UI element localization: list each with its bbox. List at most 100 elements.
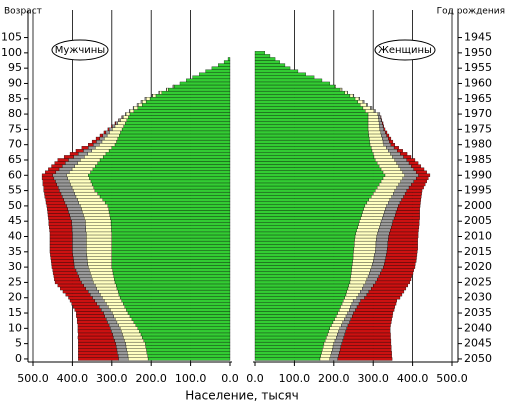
bar-segment bbox=[354, 244, 376, 247]
y-tick-label: 45 bbox=[8, 214, 22, 227]
bar-segment bbox=[116, 122, 118, 125]
bar-segment bbox=[326, 336, 336, 339]
y2-tick-label: 1970 bbox=[464, 107, 492, 120]
bar-segment bbox=[351, 275, 368, 278]
x-tick-label: 200.0 bbox=[318, 372, 350, 385]
bar-segment bbox=[68, 177, 90, 180]
bar-segment bbox=[167, 88, 169, 91]
bar-segment bbox=[382, 269, 414, 272]
bar-segment bbox=[129, 109, 130, 112]
bar-segment bbox=[378, 116, 380, 119]
bar-segment bbox=[123, 116, 128, 119]
bar-segment bbox=[362, 287, 371, 290]
x-tick-label: 300.0 bbox=[357, 372, 389, 385]
bar-segment bbox=[255, 333, 327, 336]
bar-segment bbox=[411, 183, 425, 186]
bar-segment bbox=[363, 106, 370, 109]
bar-segment bbox=[351, 318, 392, 321]
bar-segment bbox=[49, 226, 72, 229]
bar-segment bbox=[373, 192, 393, 195]
y-tick-label: 80 bbox=[8, 107, 22, 120]
bar-segment bbox=[86, 235, 112, 238]
bar-segment bbox=[159, 91, 160, 94]
bar-segment bbox=[70, 299, 95, 302]
bar-segment bbox=[111, 220, 230, 223]
bar-segment bbox=[112, 238, 230, 241]
bar-segment bbox=[336, 315, 346, 318]
bar-segment bbox=[354, 311, 393, 314]
bar-segment bbox=[44, 189, 60, 192]
bar-segment bbox=[367, 103, 368, 106]
bar-segment bbox=[125, 122, 230, 125]
bar-segment bbox=[92, 278, 114, 281]
bar-segment bbox=[353, 256, 374, 259]
bar-segment bbox=[108, 128, 109, 131]
bar-segment bbox=[72, 241, 86, 244]
bar-segment bbox=[344, 318, 350, 321]
bar-segment bbox=[72, 244, 86, 247]
bar-segment bbox=[255, 76, 314, 79]
y-axis-label: Возраст bbox=[4, 7, 42, 17]
bar-segment bbox=[342, 302, 352, 305]
bar-segment bbox=[401, 168, 414, 171]
bar-segment bbox=[46, 198, 64, 201]
bar-segment bbox=[162, 91, 230, 94]
bar-segment bbox=[112, 263, 230, 266]
y2-tick-label: 2005 bbox=[464, 214, 492, 227]
bar-segment bbox=[92, 140, 96, 143]
bar-segment bbox=[387, 204, 399, 207]
bar-segment bbox=[127, 119, 230, 122]
bar-segment bbox=[255, 275, 351, 278]
y2-tick-label: 2020 bbox=[464, 260, 492, 273]
bar-segment bbox=[255, 244, 354, 247]
y2-tick-label: 2010 bbox=[464, 230, 492, 243]
bar-segment bbox=[399, 165, 412, 168]
bar-segment bbox=[58, 186, 72, 189]
bar-segment bbox=[54, 177, 68, 180]
bar-segment bbox=[88, 174, 230, 177]
bar-segment bbox=[50, 247, 72, 250]
bar-segment bbox=[105, 315, 114, 318]
bar-segment bbox=[127, 351, 147, 354]
bar-segment bbox=[372, 149, 388, 152]
bar-segment bbox=[120, 131, 230, 134]
bar-segment bbox=[380, 272, 413, 275]
bar-segment bbox=[384, 210, 396, 213]
bar-segment bbox=[88, 146, 95, 149]
bar-segment bbox=[368, 125, 379, 128]
bar-segment bbox=[370, 269, 381, 272]
bar-segment bbox=[376, 241, 388, 244]
bar-segment bbox=[103, 155, 230, 158]
bar-segment bbox=[391, 152, 401, 155]
y2-tick-label: 1995 bbox=[464, 184, 492, 197]
bar-segment bbox=[86, 244, 112, 247]
bar-segment bbox=[375, 189, 395, 192]
bar-segment bbox=[68, 207, 82, 210]
bar-segment bbox=[255, 250, 354, 253]
bar-segment bbox=[345, 91, 347, 94]
x-tick-label: 400.0 bbox=[397, 372, 429, 385]
bar-segment bbox=[95, 165, 230, 168]
bar-segment bbox=[255, 214, 362, 217]
bar-segment bbox=[383, 214, 395, 217]
y-tick-label: 20 bbox=[8, 291, 22, 304]
bar-segment bbox=[148, 354, 230, 357]
bar-segment bbox=[377, 162, 397, 165]
bar-segment bbox=[388, 149, 397, 152]
bar-segment bbox=[72, 220, 86, 223]
bar-segment bbox=[88, 290, 99, 293]
bar-segment bbox=[322, 351, 332, 354]
bar-segment bbox=[350, 321, 392, 324]
y2-tick-label: 1975 bbox=[464, 122, 492, 135]
bar-segment bbox=[78, 345, 116, 348]
bar-segment bbox=[255, 318, 335, 321]
bar-segment bbox=[255, 351, 322, 354]
bar-segment bbox=[383, 140, 389, 143]
bar-segment bbox=[368, 122, 379, 125]
bar-segment bbox=[255, 168, 381, 171]
bar-segment bbox=[112, 311, 128, 314]
bar-segment bbox=[78, 351, 117, 354]
bar-segment bbox=[144, 339, 230, 342]
bar-segment bbox=[78, 198, 103, 201]
bar-segment bbox=[330, 357, 338, 360]
